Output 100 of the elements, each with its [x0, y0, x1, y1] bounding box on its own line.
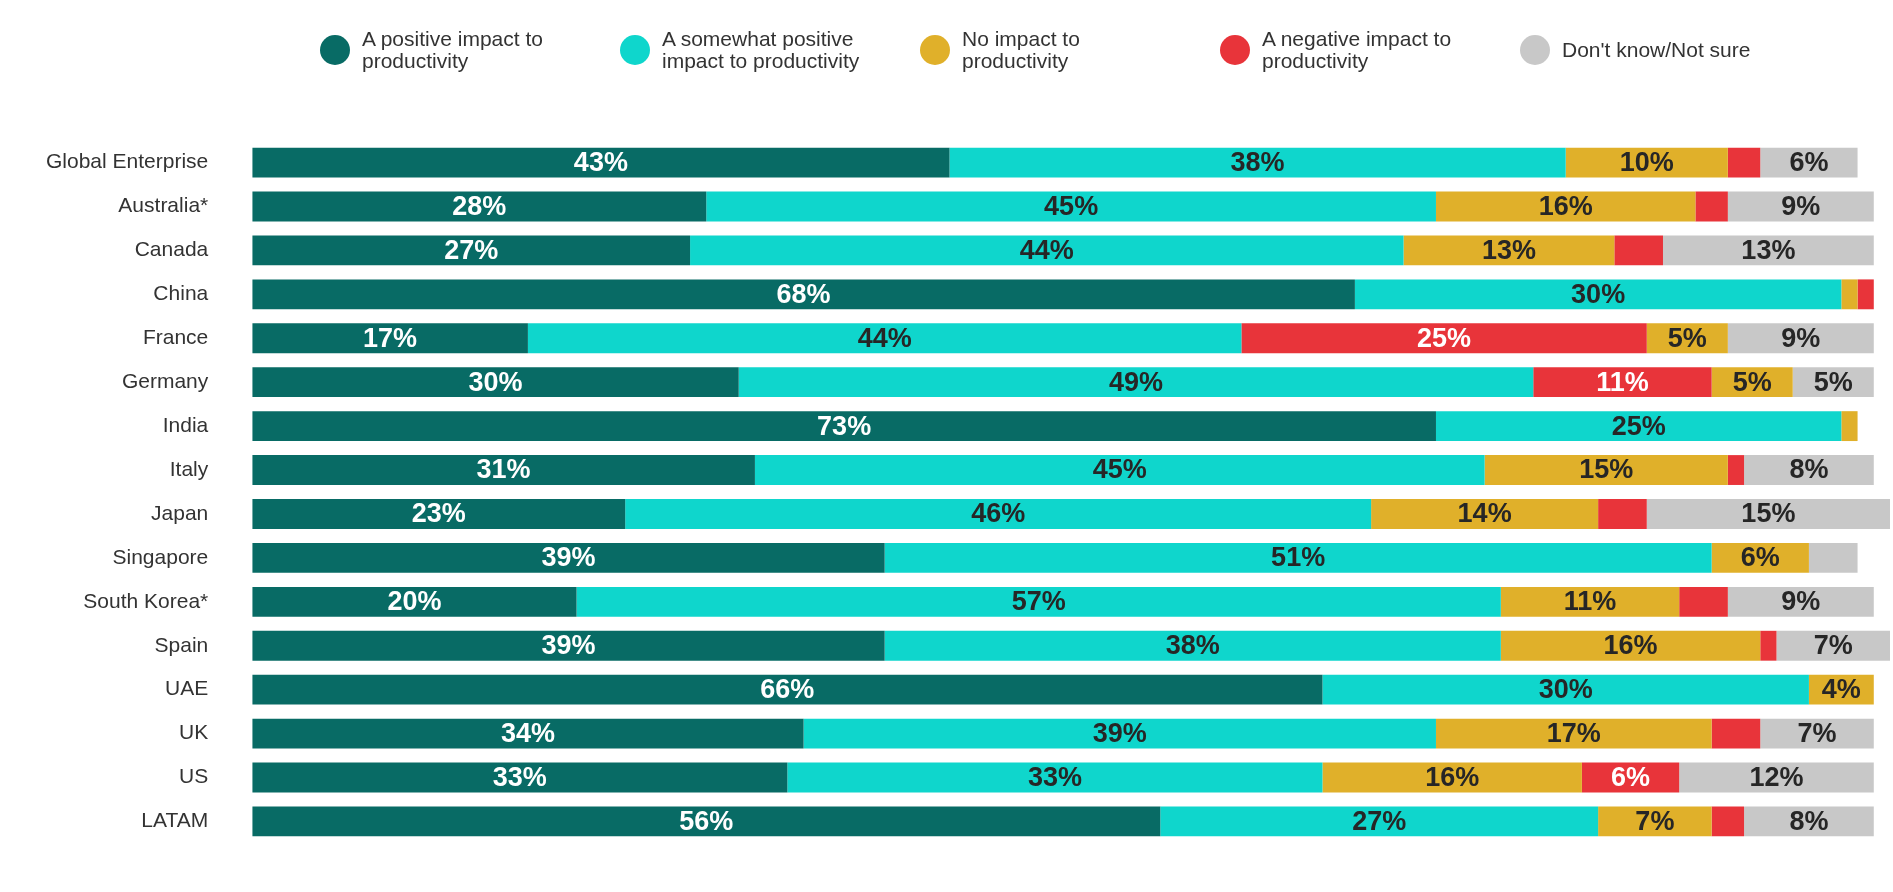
bar: [252, 323, 528, 354]
y-tick-label: LATAM: [141, 808, 209, 832]
bar: [1841, 279, 1858, 310]
legend-label: A negative impact to productivity: [1262, 26, 1453, 73]
bar: [706, 191, 1436, 222]
data-label: 39%: [541, 542, 596, 573]
bar: [527, 323, 1242, 354]
data-label: 7%: [1635, 805, 1675, 836]
data-label: 33%: [492, 761, 547, 792]
bar: [252, 147, 950, 178]
data-label: 6%: [1740, 542, 1780, 573]
legend-label: A positive impact to productivity: [362, 26, 544, 73]
data-label: 34%: [500, 718, 555, 749]
data-label: 39%: [1092, 718, 1147, 749]
bar: [1711, 718, 1761, 749]
bar: [1808, 542, 1858, 573]
data-label: 46%: [971, 498, 1026, 529]
data-label: 51%: [1271, 542, 1326, 573]
bar: [252, 191, 707, 222]
data-label: 6%: [1789, 147, 1829, 178]
data-label: 45%: [1044, 190, 1099, 221]
bar: [252, 630, 885, 661]
bar: [576, 586, 1501, 617]
data-label: 8%: [1789, 454, 1829, 485]
data-label: 44%: [1019, 234, 1074, 265]
bar: [252, 499, 626, 529]
bar: [252, 235, 691, 266]
data-label: 9%: [1781, 190, 1821, 221]
bar: [1500, 630, 1761, 661]
y-tick-label: France: [142, 325, 209, 349]
bar: [1727, 147, 1761, 178]
bar: [1484, 455, 1728, 485]
data-label: 43%: [573, 147, 628, 178]
bar: [1322, 674, 1809, 705]
data-label: 73%: [817, 410, 872, 441]
data-label: 9%: [1781, 586, 1821, 617]
data-label: 10%: [1619, 147, 1674, 178]
bar: [1841, 411, 1858, 442]
data-label: 5%: [1813, 366, 1853, 397]
y-tick-label: Spain: [154, 632, 209, 656]
bar: [1160, 806, 1599, 837]
data-label: 27%: [1352, 805, 1407, 836]
data-label: 9%: [1781, 322, 1821, 353]
bar: [1727, 586, 1874, 617]
y-tick-label: Global Enterprise: [46, 149, 209, 173]
data-label: 14%: [1457, 498, 1512, 529]
data-label: 5%: [1732, 366, 1772, 397]
y-tick-label: Japan: [151, 500, 209, 524]
data-label: 28%: [452, 190, 507, 221]
bar: [1598, 499, 1647, 529]
bar: [803, 718, 1436, 749]
data-label: 7%: [1797, 718, 1837, 749]
data-label: 13%: [1741, 234, 1796, 265]
bar: [1711, 806, 1745, 837]
data-label: 25%: [1417, 322, 1472, 353]
bar: [787, 762, 1323, 793]
data-label: 11%: [1563, 586, 1617, 617]
data-label: 30%: [1538, 674, 1593, 705]
bar: [949, 147, 1566, 178]
y-tick-label: South Korea*: [83, 588, 209, 612]
data-label: 31%: [476, 454, 531, 485]
bar: [1435, 718, 1712, 749]
y-tick-label: UK: [179, 720, 209, 744]
data-label: 45%: [1092, 454, 1147, 485]
bar: [1727, 455, 1745, 485]
y-tick-label: US: [179, 764, 209, 788]
data-label: 30%: [468, 366, 523, 397]
data-label: 17%: [363, 322, 418, 353]
bar: [1662, 235, 1874, 266]
data-label: 57%: [1011, 586, 1066, 617]
y-tick-label: India: [162, 412, 209, 436]
y-tick-label: Canada: [134, 237, 209, 261]
bar: [252, 806, 1161, 837]
bar: [252, 455, 755, 485]
data-label: 39%: [541, 630, 596, 661]
data-label: 20%: [387, 586, 442, 617]
bar: [1435, 411, 1842, 442]
data-label: 25%: [1611, 410, 1666, 441]
bar: [884, 542, 1712, 573]
bar: [625, 499, 1372, 529]
data-label: 16%: [1538, 190, 1593, 221]
bar: [1403, 235, 1615, 266]
y-tick-label: Italy: [169, 456, 209, 480]
bar: [1371, 499, 1599, 529]
bar: [690, 235, 1404, 266]
data-label: 27%: [444, 234, 499, 265]
data-label: 15%: [1579, 454, 1634, 485]
bar: [1727, 323, 1874, 354]
data-label: 68%: [776, 278, 831, 309]
data-label: 5%: [1667, 322, 1707, 353]
bar: [1614, 235, 1663, 266]
y-tick-label: Germany: [121, 368, 209, 392]
bar: [252, 279, 1355, 310]
bar: [1760, 630, 1777, 661]
data-label: 15%: [1741, 498, 1796, 529]
bar: [252, 411, 1436, 442]
data-label: 38%: [1165, 630, 1220, 661]
y-tick-label: Australia*: [118, 193, 209, 217]
data-label: 16%: [1425, 761, 1480, 792]
data-label: 38%: [1230, 147, 1285, 178]
